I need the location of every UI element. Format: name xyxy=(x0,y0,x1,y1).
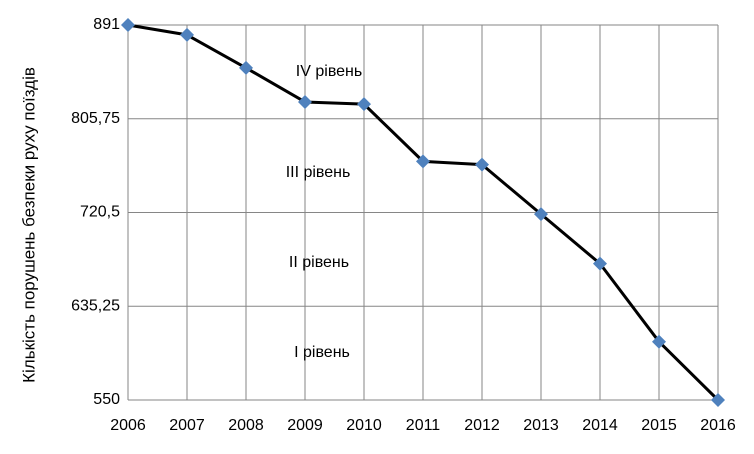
y-tick-label: 550 xyxy=(93,391,120,408)
x-tick-label: 2009 xyxy=(287,417,323,434)
annotation: IV рівень xyxy=(296,63,362,80)
x-tick-label: 2007 xyxy=(169,417,205,434)
marker xyxy=(357,97,371,112)
annotation: III рівень xyxy=(286,164,351,181)
y-axis-label: Кількість порушень безпеки руху поїздів xyxy=(19,67,38,383)
x-tick-label: 2016 xyxy=(700,417,736,434)
marker xyxy=(711,393,725,407)
x-tick-label: 2012 xyxy=(464,417,500,434)
marker xyxy=(298,94,312,109)
y-tick-label: 805,75 xyxy=(71,110,120,127)
marker xyxy=(121,18,135,32)
marker xyxy=(416,154,430,169)
marker xyxy=(652,334,666,349)
x-tick-label: 2013 xyxy=(523,417,559,434)
y-tick-label: 635,25 xyxy=(71,297,120,314)
x-tick-label: 2011 xyxy=(406,417,441,434)
marker xyxy=(593,256,607,271)
marker xyxy=(180,27,194,42)
marker xyxy=(534,207,548,222)
y-tick-label: 891 xyxy=(93,16,120,33)
x-tick-label: 2015 xyxy=(641,417,677,434)
x-tick-label: 2014 xyxy=(582,417,618,434)
annotation: I рівень xyxy=(294,344,350,361)
marker xyxy=(239,60,253,75)
x-tick-label: 2008 xyxy=(228,417,264,434)
marker xyxy=(475,157,489,172)
annotation: II рівень xyxy=(289,254,349,271)
x-tick-label: 2010 xyxy=(346,417,382,434)
x-tick-label: 2006 xyxy=(110,417,146,434)
y-tick-label: 720,5 xyxy=(80,204,120,221)
